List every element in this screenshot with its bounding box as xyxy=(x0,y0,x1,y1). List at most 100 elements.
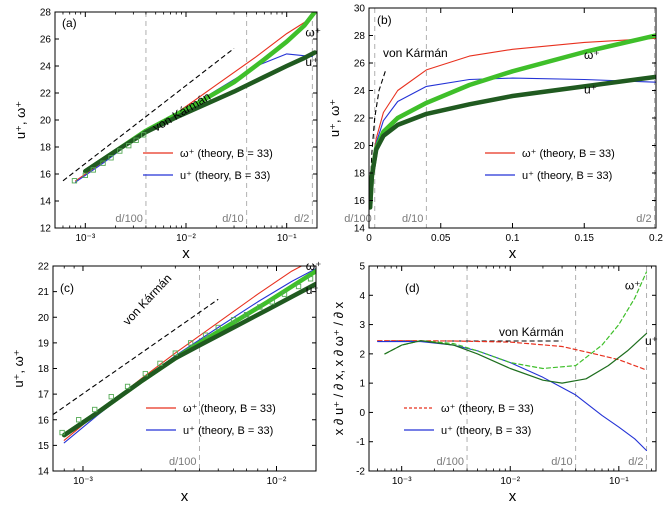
data-point xyxy=(124,383,131,390)
curve-label: ω⁺ xyxy=(625,278,641,292)
data-point xyxy=(157,360,163,367)
vline-label: d/100 xyxy=(344,213,372,225)
x-tick-label: 0.15 xyxy=(575,233,595,244)
x-tick-label: 0.2 xyxy=(649,233,663,244)
y-tick-label: 4 xyxy=(359,291,365,302)
y-tick-label: 18 xyxy=(40,143,52,154)
von-karman-line xyxy=(369,68,387,187)
data-point xyxy=(281,291,288,297)
panel-label: (d) xyxy=(405,281,420,295)
y-tick-label: 21 xyxy=(38,287,50,298)
curve-label: ω⁺ xyxy=(584,48,600,62)
y-tick-label: 2 xyxy=(359,349,365,360)
y-tick-label: 26 xyxy=(354,59,366,70)
data-point xyxy=(269,299,275,305)
axes-frame xyxy=(368,265,657,472)
y-tick-label: 22 xyxy=(40,89,52,100)
series-line-0 xyxy=(377,340,648,371)
von-karman-label: von Kármán xyxy=(383,46,448,60)
data-point xyxy=(59,429,65,436)
y-tick-label: -1 xyxy=(356,437,365,448)
y-tick-label: 20 xyxy=(38,313,50,324)
y-axis-label: x ∂ u⁺ / ∂ x, x ∂ ω⁺ / ∂ x xyxy=(331,301,346,435)
plot-area xyxy=(62,12,317,184)
x-axis-label: x xyxy=(181,488,189,505)
y-tick-label: 24 xyxy=(40,62,52,73)
legend-entry: u⁺ (theory, B = 33) xyxy=(180,170,270,182)
von-karman-label: von Kármán xyxy=(150,89,213,134)
vline-label: d/100 xyxy=(437,456,465,468)
y-tick-label: 30 xyxy=(354,4,366,15)
von-karman-label: von Kármán xyxy=(499,325,564,339)
y-tick-label: 22 xyxy=(354,114,366,125)
y-tick-label: 5 xyxy=(359,262,365,273)
y-tick-label: 18 xyxy=(38,364,50,375)
series-line-3 xyxy=(369,74,656,210)
curve-label: u⁺ xyxy=(584,82,597,96)
x-axis-label: x xyxy=(509,488,517,505)
y-tick-label: 3 xyxy=(359,320,365,331)
data-point xyxy=(172,350,178,356)
panel-2: d/100 14 15 16 17 18 19 20 21 22 10⁻³ 10⁻² x u⁺, ω⁺ (c… xyxy=(11,259,321,505)
von-karman-label: von Kármán xyxy=(120,271,174,328)
vline-label: d/10 xyxy=(551,456,572,468)
curve-label: ω⁺ xyxy=(305,25,321,39)
data-point xyxy=(307,276,314,282)
vline-label: d/10 xyxy=(402,213,423,225)
data-point xyxy=(117,148,123,154)
data-point xyxy=(142,370,148,377)
x-tick-label: 10⁻¹ xyxy=(609,476,629,487)
x-tick-label: 10⁻¹ xyxy=(277,233,297,244)
y-tick-label: 19 xyxy=(38,338,50,349)
x-tick-label: 0.1 xyxy=(506,233,520,244)
x-tick-label: 0 xyxy=(366,233,372,244)
legend-entry: ω⁺ (theory, B = 33) xyxy=(183,403,276,415)
data-point xyxy=(82,172,88,178)
plot-area xyxy=(377,271,648,452)
legend: ω⁺ (theory, B = 33) u⁺ (theory, B = 33) xyxy=(143,148,273,182)
data-point xyxy=(108,155,114,161)
panel-label: (c) xyxy=(60,281,74,295)
data-point xyxy=(108,394,114,400)
y-tick-label: -2 xyxy=(356,467,365,478)
x-tick-label: 10⁻² xyxy=(267,476,287,487)
von-karman-line xyxy=(53,298,219,416)
data-point xyxy=(76,417,82,423)
vline-label: d/2 xyxy=(628,456,643,468)
x-tick-label: 10⁻³ xyxy=(75,233,95,244)
data-point xyxy=(295,283,302,290)
data-point xyxy=(202,332,209,338)
panel-label: (b) xyxy=(377,13,392,27)
legend-entry: ω⁺ (theory, B = 33) xyxy=(180,148,273,160)
y-tick-label: 0 xyxy=(359,408,365,419)
data-point xyxy=(90,167,96,173)
y-tick-label: 16 xyxy=(38,415,50,426)
data-point xyxy=(71,178,78,184)
y-tick-label: 20 xyxy=(40,116,52,127)
y-tick-label: 14 xyxy=(354,224,366,235)
series-line-3 xyxy=(384,332,648,384)
series-line-0 xyxy=(369,37,656,208)
data-point xyxy=(133,137,139,143)
y-tick-label: 14 xyxy=(40,197,52,208)
plot-area xyxy=(369,33,656,210)
data-point xyxy=(257,304,263,310)
y-tick-label: 26 xyxy=(40,35,52,46)
legend-entry: ω⁺ (theory, B = 33) xyxy=(522,148,615,160)
y-tick-label: 1 xyxy=(359,379,365,390)
data-point xyxy=(187,340,194,346)
y-tick-label: 24 xyxy=(354,86,366,97)
y-tick-label: 28 xyxy=(354,31,366,42)
panel-1: d/100 d/10 d/2 14 16 18 20 22 24 26 28 30 0 0.05 0.1 0.… xyxy=(327,4,663,263)
panel-label: (a) xyxy=(62,16,77,30)
y-tick-label: 28 xyxy=(40,8,52,19)
data-point xyxy=(92,406,98,413)
y-axis-label: u⁺, ω⁺ xyxy=(11,349,26,387)
x-tick-label: 10⁻³ xyxy=(392,476,412,487)
vline-label: d/100 xyxy=(115,213,143,225)
y-axis-label: u⁺, ω⁺ xyxy=(327,99,342,137)
y-tick-label: 22 xyxy=(38,262,50,273)
panel-3: d/100 d/10 d/2 -2 -1 0 1 2 3 4 5 10⁻³ 10⁻² 10⁻¹ x x ∂ u… xyxy=(331,262,658,506)
marker-series xyxy=(59,276,314,436)
vline-label: d/100 xyxy=(169,456,197,468)
